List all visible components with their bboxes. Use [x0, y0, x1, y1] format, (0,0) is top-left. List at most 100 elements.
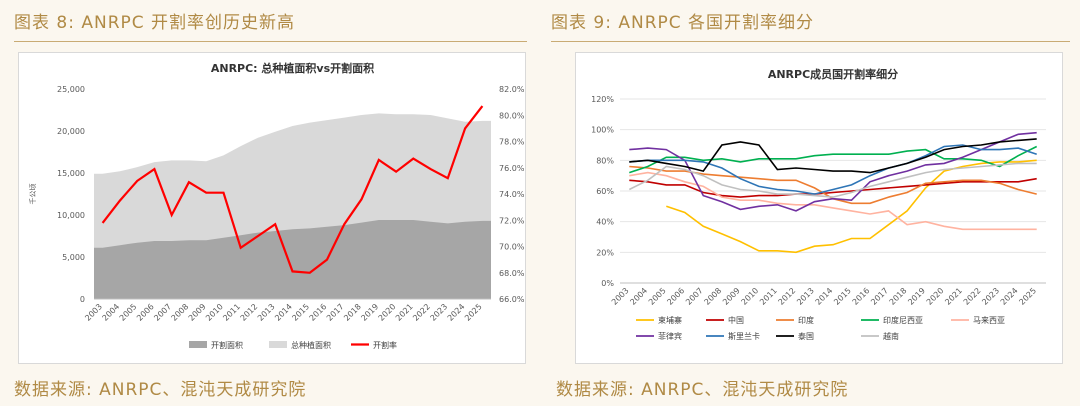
left-source-note: 数据来源: ANRPC、混沌天成研究院 — [14, 380, 307, 400]
legend-label: 中国 — [728, 315, 744, 325]
legend-label: 越南 — [883, 331, 899, 341]
x-tick-label: 2025 — [1017, 286, 1038, 307]
right-caption-rule — [551, 41, 1070, 42]
y-tick-label: 15,000 — [57, 169, 85, 178]
y-tick-label: 80% — [596, 156, 614, 165]
x-tick-label: 2024 — [446, 302, 467, 323]
x-tick-label: 2006 — [135, 302, 156, 323]
legend-label: 马来西亚 — [973, 316, 1005, 325]
x-tick-label: 2004 — [628, 286, 649, 307]
x-tick-label: 2022 — [411, 302, 432, 323]
x-tick-label: 2009 — [187, 302, 208, 323]
line-series — [628, 162, 1037, 198]
line-series — [629, 131, 1037, 212]
left-caption-rule — [14, 41, 527, 42]
x-tick-label: 2021 — [943, 286, 964, 307]
y-tick-label: 40% — [596, 218, 614, 227]
y2-tick-label: 70.0% — [499, 243, 525, 252]
y2-tick-label: 76.0% — [499, 164, 525, 173]
y-tick-label: 120% — [591, 95, 614, 104]
x-tick-label: 2014 — [273, 302, 294, 323]
x-tick-label: 2020 — [377, 302, 398, 323]
x-tick-label: 2012 — [239, 302, 260, 323]
x-tick-label: 2005 — [118, 302, 139, 323]
right-chart: ANRPC成员国开割率细分0%20%40%60%80%100%120%20032… — [591, 67, 1046, 341]
left-chart: ANRPC: 总种植面积vs开割面积 0 5,000 10,000 15,000 20,0… — [28, 61, 525, 350]
x-tick-label: 2015 — [832, 286, 853, 307]
legend-label: 开割率 — [373, 340, 397, 350]
x-tick-label: 2017 — [325, 302, 346, 323]
y-tick-label: 25,000 — [57, 85, 85, 94]
line-series — [629, 145, 1038, 174]
chart-title: ANRPC成员国开割率细分 — [768, 67, 898, 81]
y-tick-label: 20,000 — [57, 127, 85, 136]
x-tick-label: 2014 — [814, 286, 835, 307]
x-tick-label: 2013 — [256, 302, 277, 323]
right-chart-panel: ANRPC成员国开割率细分 0% 20% 40% 60% 80% 100% 120% 2003 2… — [575, 52, 1063, 364]
x-tick-label: 2023 — [980, 286, 1001, 307]
left-figure-caption: 图表 8: ANRPC 开割率创历史新高 — [14, 13, 296, 33]
x-tick-label: 2008 — [170, 302, 191, 323]
area-series-tapped — [94, 220, 491, 299]
x-tick-label: 2021 — [394, 302, 415, 323]
y-tick-label: 20% — [596, 248, 614, 257]
y2-tick-label: 80.0% — [499, 111, 525, 120]
x-tick-label: 2009 — [721, 286, 742, 307]
x-tick-label: 2018 — [888, 286, 909, 307]
x-tick-label: 2024 — [999, 286, 1020, 307]
x-tick-label: 2022 — [962, 286, 983, 307]
x-tick-label: 2023 — [429, 302, 450, 323]
x-tick-label: 2005 — [647, 286, 668, 307]
legend-swatch — [269, 341, 287, 348]
left-chart-panel: ANRPC: 总种植面积vs开割面积 0 5,000 10,000 15,000 20,0… — [18, 52, 526, 364]
x-tick-label: 2006 — [665, 286, 686, 307]
y2-tick-label: 82.0% — [499, 85, 525, 94]
line-series — [666, 159, 1037, 254]
x-tick-label: 2004 — [101, 302, 122, 323]
x-tick-label: 2007 — [152, 302, 173, 323]
right-figure-caption: 图表 9: ANRPC 各国开割率细分 — [551, 13, 815, 33]
x-tick-label: 2007 — [684, 286, 705, 307]
x-tick-label: 2003 — [83, 302, 104, 323]
y2-tick-label: 68.0% — [499, 269, 525, 278]
legend-label: 菲律宾 — [658, 331, 682, 341]
y-tick-label: 60% — [596, 187, 614, 196]
y2-tick-label: 72.0% — [499, 216, 525, 225]
x-tick-label: 2018 — [342, 302, 363, 323]
legend-label: 开割面积 — [211, 340, 243, 350]
legend-label: 柬埔寨 — [658, 315, 682, 325]
y-tick-label: 0 — [80, 295, 85, 304]
line-series — [629, 177, 1037, 198]
x-tick-label: 2012 — [777, 286, 798, 307]
x-tick-label: 2020 — [925, 286, 946, 307]
x-tick-label: 2010 — [740, 286, 761, 307]
x-tick-label: 2025 — [463, 302, 484, 323]
x-tick-label: 2008 — [703, 286, 724, 307]
legend-label: 泰国 — [798, 331, 814, 341]
right-source-note: 数据来源: ANRPC、混沌天成研究院 — [556, 380, 849, 400]
legend-label: 印度 — [798, 315, 814, 325]
x-tick-label: 2011 — [758, 286, 779, 307]
x-tick-label: 2003 — [610, 286, 631, 307]
y2-tick-label: 66.0% — [499, 295, 525, 304]
x-tick-label: 2010 — [204, 302, 225, 323]
chart-title: ANRPC: 总种植面积vs开割面积 — [211, 61, 374, 75]
x-tick-label: 2011 — [221, 302, 242, 323]
x-tick-label: 2016 — [308, 302, 329, 323]
x-tick-label: 2019 — [359, 302, 380, 323]
legend-label: 印度尼西亚 — [883, 315, 923, 325]
y-tick-label: 100% — [591, 126, 614, 135]
y-axis-label: 千公顷 — [28, 184, 37, 205]
x-tick-label: 2013 — [795, 286, 816, 307]
y-tick-label: 0% — [601, 279, 614, 288]
x-tick-label: 2015 — [290, 302, 311, 323]
x-tick-label: 2016 — [851, 286, 872, 307]
y-tick-label: 10,000 — [57, 211, 85, 220]
line-series-rate — [101, 105, 484, 274]
y2-tick-label: 78.0% — [499, 138, 525, 147]
legend-label: 总种植面积 — [291, 340, 331, 350]
x-tick-label: 2019 — [906, 286, 927, 307]
line-series — [629, 138, 1037, 174]
y-tick-label: 5,000 — [62, 253, 85, 262]
y2-tick-label: 74.0% — [499, 190, 525, 199]
